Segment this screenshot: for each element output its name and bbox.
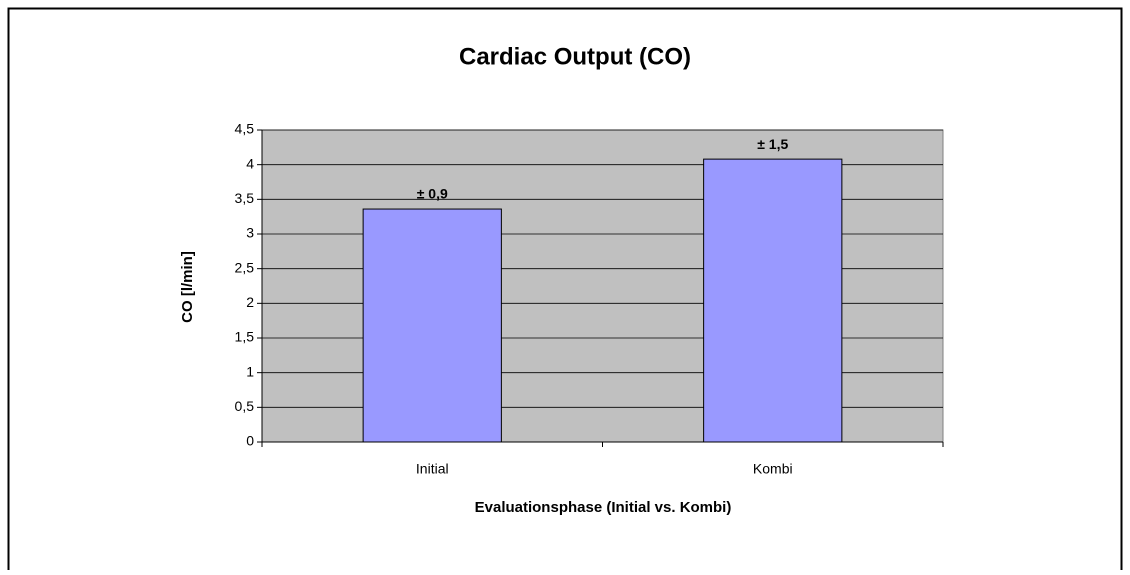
annotation: ± 1,5 bbox=[757, 136, 788, 152]
y-tick-label: 3 bbox=[246, 225, 254, 241]
y-tick-label: 3,5 bbox=[235, 190, 255, 206]
y-tick-label: 2 bbox=[246, 294, 254, 310]
y-tick-label: 4,5 bbox=[235, 121, 255, 137]
y-tick-label: 4 bbox=[246, 155, 254, 171]
frame bbox=[7, 7, 1123, 570]
y-axis-label: CO [l/min] bbox=[179, 251, 196, 323]
y-tick-label: 1,5 bbox=[235, 329, 255, 345]
chart-title: Cardiac Output (CO) bbox=[459, 43, 691, 70]
y-tick-label: 0,5 bbox=[235, 398, 255, 414]
y-tick-label: 2,5 bbox=[235, 259, 255, 275]
x-axis-label: Evaluationsphase (Initial vs. Kombi) bbox=[475, 499, 732, 516]
annotation: ± 0,9 bbox=[417, 186, 448, 202]
x-tick-label: Initial bbox=[416, 461, 449, 477]
bar bbox=[362, 208, 502, 443]
y-tick-label: 0 bbox=[246, 433, 254, 449]
x-tick-label: Kombi bbox=[753, 461, 793, 477]
bar bbox=[703, 158, 843, 443]
y-tick-label: 1 bbox=[246, 363, 254, 379]
